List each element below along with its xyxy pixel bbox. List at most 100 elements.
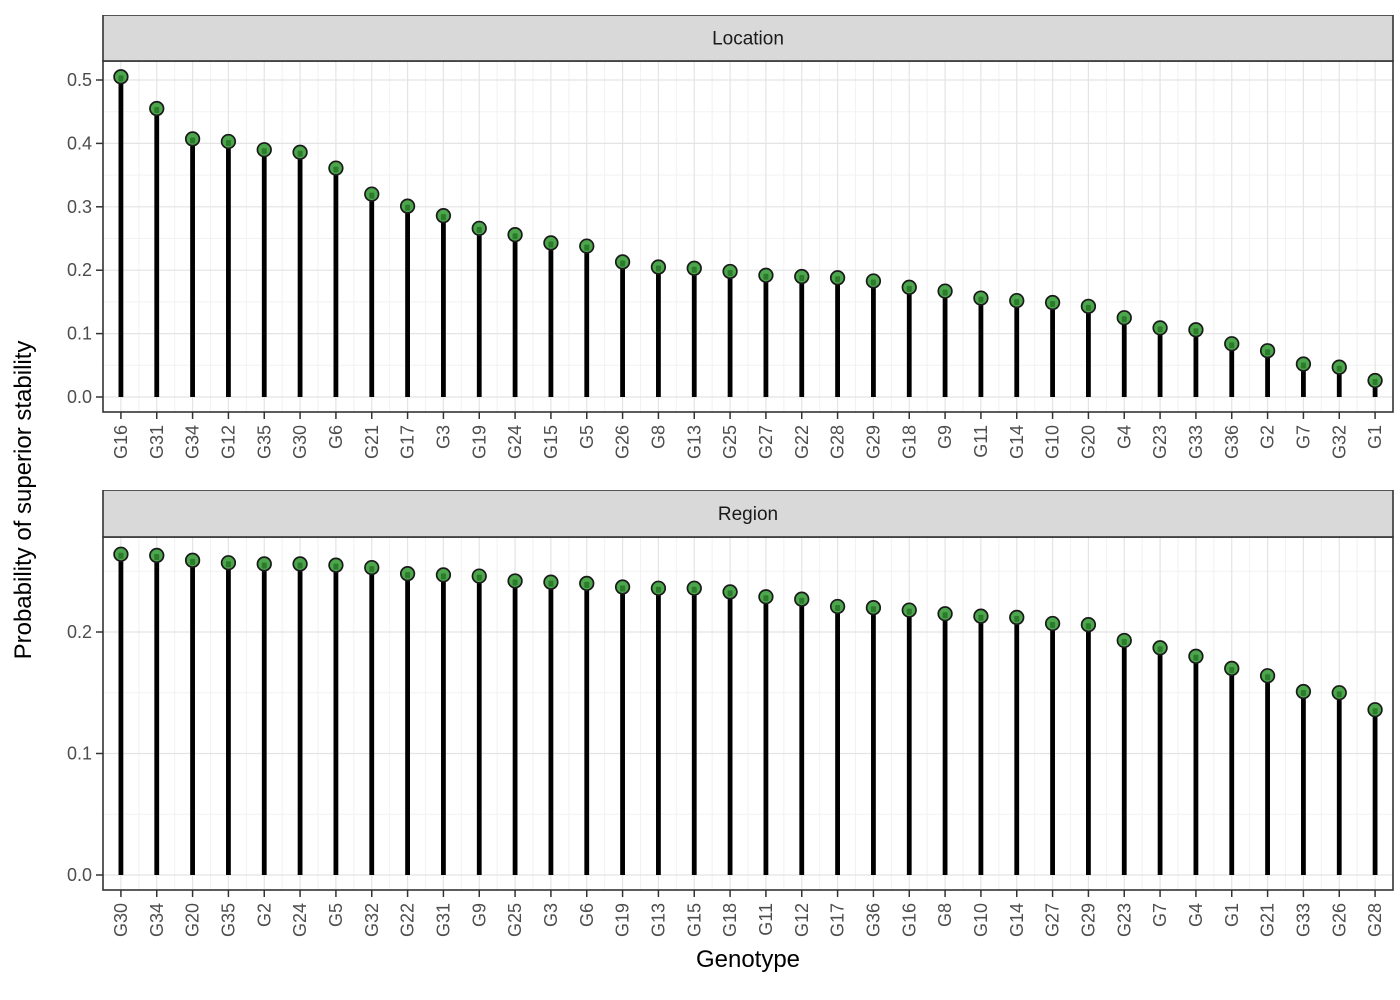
lollipop (829, 598, 846, 875)
point-inner (655, 265, 661, 272)
x-tick-label: G7 (1293, 425, 1313, 449)
lollipop (543, 235, 559, 397)
lollipop (399, 566, 416, 875)
x-tick-label: G22 (398, 903, 418, 937)
lollipop (722, 263, 738, 397)
x-tick-label: G27 (1043, 903, 1063, 937)
point-inner (870, 606, 876, 613)
x-tick-label: G7 (1150, 903, 1170, 927)
point-inner (118, 75, 124, 82)
point-inner (978, 296, 984, 303)
lollipops (113, 546, 1383, 875)
x-tick-label: G34 (183, 425, 203, 459)
x-tick-label: G3 (541, 903, 561, 927)
lollipop (184, 552, 201, 875)
x-tick-label: G36 (1222, 425, 1242, 459)
lollipop (1295, 356, 1312, 397)
x-tick-label: G26 (1329, 903, 1349, 937)
lollipop (1044, 615, 1061, 875)
x-tick-label: G21 (1258, 903, 1278, 937)
x-tick-label: G18 (899, 425, 919, 459)
x-tick-label: G31 (433, 903, 453, 937)
lollipop (364, 559, 380, 875)
lollipop (758, 267, 774, 397)
x-tick-label: G18 (720, 903, 740, 937)
x-tick-label: G14 (1007, 425, 1027, 459)
lollipop (1116, 632, 1132, 875)
point-inner (1229, 666, 1235, 673)
x-tick-label: G16 (111, 425, 131, 459)
point-inner (799, 275, 805, 282)
x-tick-label: G20 (1078, 425, 1098, 459)
point-inner (1265, 349, 1271, 356)
point-inner (548, 241, 554, 248)
x-tick-label: G8 (935, 903, 955, 927)
x-tick-label: G19 (469, 425, 489, 459)
point-inner (1336, 365, 1342, 372)
lollipop (471, 220, 487, 397)
lollipop (1295, 683, 1312, 875)
lollipop (1188, 322, 1204, 397)
lollipop (1152, 320, 1168, 397)
x-tick-label: G21 (362, 425, 382, 459)
point-inner (1014, 615, 1020, 622)
point-inner (763, 273, 769, 280)
lollipop (614, 254, 631, 397)
facet-strip (102, 490, 1394, 538)
point-inner (691, 266, 697, 273)
point-inner (691, 586, 697, 593)
y-tick-label: 0.0 (67, 865, 92, 885)
facet-strip-label: Location (712, 29, 784, 50)
point-inner (1372, 708, 1378, 715)
lollipop (901, 279, 917, 397)
point-inner (1085, 304, 1091, 311)
lollipop (1152, 640, 1168, 875)
facet-location-chart: Location 0.0 0.1 0.2 0.3 0.4 0.5 G16 G31 G34 G12 G3… (67, 15, 1394, 459)
x-tick-label: G28 (828, 425, 848, 459)
lollipop (722, 584, 738, 875)
x-tick-label: G33 (1186, 425, 1206, 459)
point-inner (1014, 299, 1020, 306)
x-tick-label: G6 (577, 903, 597, 927)
x-tick-label: G14 (1007, 903, 1027, 937)
x-tick-label: G2 (1258, 425, 1278, 449)
lollipop (113, 69, 129, 397)
point-inner (333, 563, 339, 570)
x-tick-label: G24 (290, 903, 310, 937)
x-tick-label: G16 (899, 903, 919, 937)
point-inner (440, 573, 446, 580)
lollipop (794, 591, 810, 875)
x-tick-label: G2 (254, 903, 274, 927)
point-inner (1300, 362, 1306, 369)
lollipop (579, 238, 595, 397)
x-tick-label: G25 (505, 903, 525, 937)
lollipop (614, 579, 631, 875)
lollipop (399, 198, 416, 397)
point-inner (620, 585, 626, 592)
x-tick-label: G22 (792, 425, 812, 459)
lollipop (865, 600, 882, 875)
x-tick-label: G24 (505, 425, 525, 459)
point-inner (1372, 379, 1378, 386)
y-tick-label: 0.4 (67, 133, 92, 153)
lollipop (1224, 336, 1240, 397)
x-tick-label: G15 (684, 903, 704, 937)
point-inner (835, 276, 841, 283)
lollipop (184, 131, 201, 397)
point-inner (1300, 690, 1306, 697)
x-tick-label: G10 (971, 903, 991, 937)
x-tick-label: G26 (613, 425, 633, 459)
lollipop (220, 555, 237, 875)
point-inner (727, 590, 733, 597)
point-inner (154, 553, 160, 560)
point-inner (548, 580, 554, 587)
lollipop (471, 568, 487, 875)
lollipop (328, 557, 344, 875)
point-inner (369, 192, 375, 199)
point-inner (584, 244, 590, 251)
lollipop (1259, 343, 1276, 397)
point-inner (190, 558, 196, 565)
point-inner (835, 604, 841, 611)
x-tick-label: G29 (863, 425, 883, 459)
